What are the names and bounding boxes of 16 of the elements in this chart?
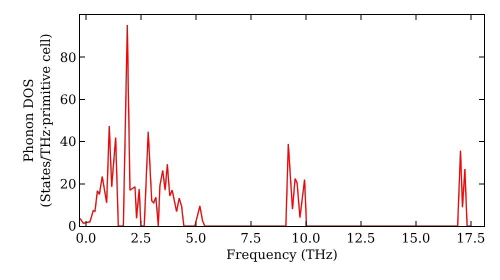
y-tick-label: 40: [60, 135, 76, 150]
x-tick-label: 17.5: [456, 232, 486, 247]
x-tick-label: 0.0: [76, 232, 96, 247]
y-axis-title: Phonon DOS (States/THz·primitive cell): [22, 33, 54, 208]
y-tick-label: 0: [68, 220, 76, 235]
y-tick-label: 80: [60, 50, 76, 66]
y-tick-label: 60: [60, 92, 76, 108]
x-tick-label: 2.5: [130, 232, 152, 247]
x-tick-label: 12.5: [346, 232, 376, 247]
x-tick-label: 7.5: [240, 232, 262, 247]
x-tick-label: 5.0: [186, 232, 206, 247]
x-tick-label: 15.0: [401, 232, 430, 247]
line-series: [80, 24, 472, 226]
x-tick-label: 10.0: [291, 232, 320, 247]
y-tick-label: 20: [60, 177, 76, 192]
x-axis-title: Frequency (THz): [226, 248, 338, 264]
